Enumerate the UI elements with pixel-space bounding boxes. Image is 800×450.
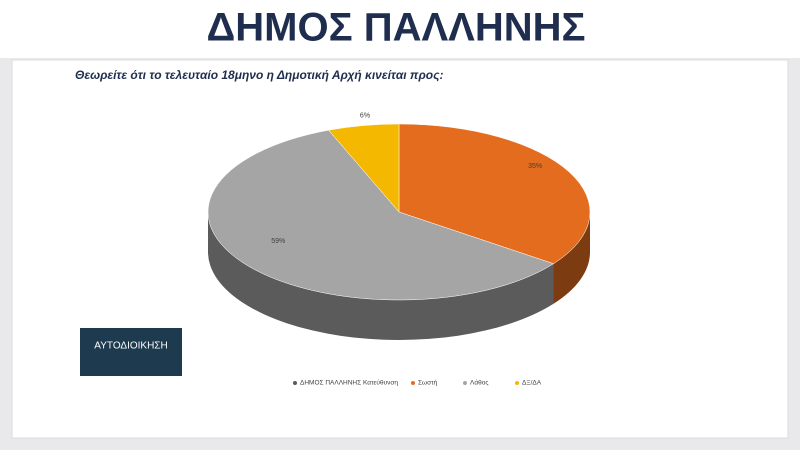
title-band [0,0,800,58]
slice [207,129,555,301]
legend-label: ΔΗΜΟΣ ΠΑΛΛΗΝΗΣ Κατεύθυνση [300,379,398,387]
slice-side [553,212,590,304]
logo [80,328,182,376]
legend-marker [515,381,519,385]
chart-subtitle: Θεωρείτε ότι το τελευταίο 18μηνο η Δημοτ… [75,68,443,82]
legend-label: Σωστή [418,380,438,387]
chart-title: ΔΗΜΟΣ ΠΑΛΛΗΝΗΣ [207,6,586,50]
legend-marker [463,381,467,385]
data-label: 35% [528,163,542,170]
legend-marker [411,381,415,385]
slice-side [208,212,554,340]
data-label: 59% [271,238,285,245]
logo-text: ΑΥΤΟΔΙΟΙΚΗΣΗ [94,341,167,352]
legend-marker [293,381,297,385]
data-label: 6% [360,113,370,120]
slice [328,123,400,213]
slice [398,123,591,264]
legend-label: ΔΞ/ΔΑ [522,380,542,387]
legend-label: Λάθος [470,379,488,387]
